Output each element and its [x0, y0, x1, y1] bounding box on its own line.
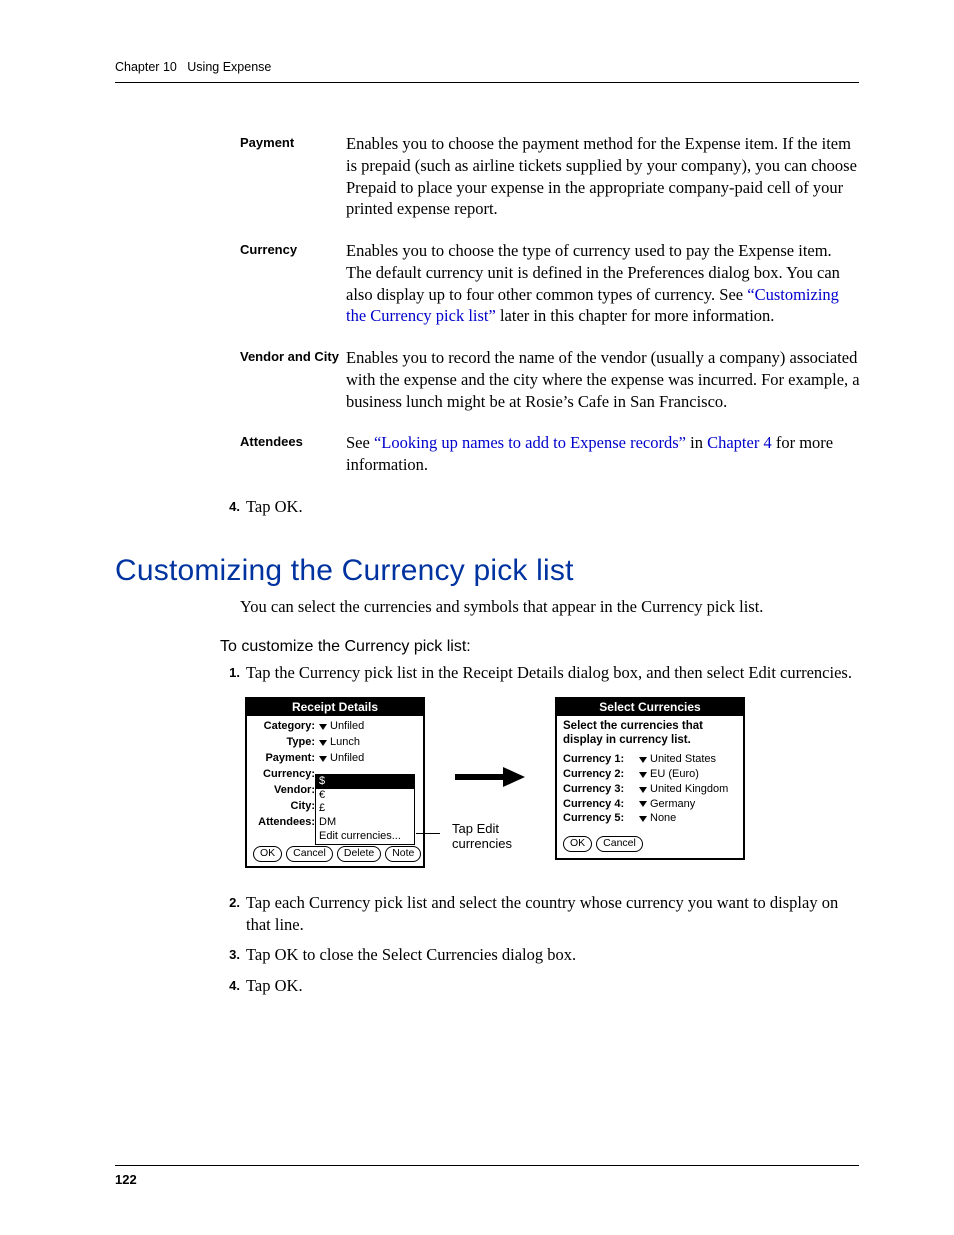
type-value: Lunch — [330, 736, 360, 750]
type-label: Type: — [253, 736, 317, 750]
definition-row: Attendees See “Looking up names to add t… — [240, 432, 860, 476]
step: 1. Tap the Currency pick list in the Rec… — [218, 662, 859, 684]
step-text: Tap OK. — [246, 496, 856, 518]
dropdown-option[interactable]: £ — [316, 802, 414, 816]
figure: Receipt Details Category: Unfiled Type: … — [245, 697, 859, 868]
procedure-title: To customize the Currency pick list: — [220, 638, 859, 656]
definition-row: Currency Enables you to choose the type … — [240, 240, 860, 327]
select-currencies-dialog: Select Currencies Select the currencies … — [555, 697, 745, 860]
currency-label: Currency 4: — [563, 798, 637, 812]
currency-value: Germany — [650, 798, 695, 812]
step-number: 1. — [218, 662, 246, 680]
field-row: Category: Unfiled — [253, 720, 417, 735]
chapter-title: Using Expense — [187, 60, 271, 74]
step-text: Tap OK to close the Select Currencies di… — [246, 944, 856, 966]
currency-label: Currency: — [253, 768, 317, 782]
step-text: Tap each Currency pick list and select t… — [246, 892, 856, 937]
dropdown-option[interactable]: € — [316, 789, 414, 803]
ok-button[interactable]: OK — [563, 836, 592, 852]
definition-row: Vendor and City Enables you to record th… — [240, 347, 860, 412]
step-number: 4. — [218, 975, 246, 993]
dropdown-option[interactable]: DM — [316, 816, 414, 830]
section-intro: You can select the currencies and symbol… — [240, 596, 855, 618]
dropdown-icon[interactable] — [319, 724, 327, 730]
receipt-details-dialog: Receipt Details Category: Unfiled Type: … — [245, 697, 425, 868]
def-desc-currency: Enables you to choose the type of curren… — [346, 240, 860, 327]
attendees-label: Attendees: — [253, 816, 317, 830]
currency-value: None — [650, 812, 676, 826]
def-desc-vendor-city: Enables you to record the name of the ve… — [346, 347, 860, 412]
dropdown-icon[interactable] — [319, 740, 327, 746]
dropdown-icon[interactable] — [639, 772, 647, 778]
caption-leader-line — [416, 833, 440, 834]
step-number: 2. — [218, 892, 246, 910]
currency-value: EU (Euro) — [650, 768, 699, 782]
dropdown-option[interactable]: $ — [316, 775, 414, 789]
field-row: Payment: Unfiled — [253, 752, 417, 767]
chapter-label: Chapter 10 — [115, 60, 177, 74]
currency-row: Currency 5: None — [563, 812, 737, 826]
currency-dropdown-open[interactable]: $ € £ DM Edit currencies... — [315, 774, 415, 845]
currency-label: Currency 2: — [563, 768, 637, 782]
dialog-title: Receipt Details — [247, 699, 423, 716]
dropdown-icon[interactable] — [639, 801, 647, 807]
definition-row: Payment Enables you to choose the paymen… — [240, 133, 860, 220]
step: 4. Tap OK. — [218, 975, 859, 997]
link-looking-up-names[interactable]: “Looking up names to add to Expense reco… — [374, 433, 686, 452]
def-desc-attendees: See “Looking up names to add to Expense … — [346, 432, 860, 476]
figure-caption: Tap Edit currencies — [452, 821, 542, 852]
running-head: Chapter 10 Using Expense — [115, 60, 859, 83]
cancel-button[interactable]: Cancel — [286, 846, 333, 862]
def-text: later in this chapter for more informati… — [496, 306, 775, 325]
def-desc-payment: Enables you to choose the payment method… — [346, 133, 860, 220]
dropdown-icon[interactable] — [319, 756, 327, 762]
dropdown-icon[interactable] — [639, 816, 647, 822]
definition-list: Payment Enables you to choose the paymen… — [240, 133, 860, 476]
dialog-title: Select Currencies — [557, 699, 743, 716]
currency-value: United States — [650, 753, 716, 767]
step-text: Tap OK. — [246, 975, 856, 997]
category-value: Unfiled — [330, 720, 364, 734]
city-label: City: — [253, 800, 317, 814]
step: 3. Tap OK to close the Select Currencies… — [218, 944, 859, 966]
cancel-button[interactable]: Cancel — [596, 836, 643, 852]
currency-row: Currency 4: Germany — [563, 798, 737, 812]
step-number: 4. — [218, 496, 246, 514]
select-instruction: Select the currencies that display in cu… — [563, 720, 737, 748]
delete-button[interactable]: Delete — [337, 846, 381, 862]
section-heading: Customizing the Currency pick list — [115, 554, 859, 588]
payment-value: Unfiled — [330, 752, 364, 766]
arrow-area: Tap Edit currencies — [425, 697, 555, 852]
step-number: 3. — [218, 944, 246, 962]
def-term-currency: Currency — [240, 240, 346, 327]
currency-row: Currency 1: United States — [563, 753, 737, 767]
def-term-vendor-city: Vendor and City — [240, 347, 346, 412]
page-number: 122 — [115, 1165, 859, 1187]
def-text: See — [346, 433, 374, 452]
def-term-payment: Payment — [240, 133, 346, 220]
step: 4. Tap OK. — [218, 496, 859, 518]
dropdown-option[interactable]: Edit currencies... — [316, 830, 414, 844]
currency-label: Currency 5: — [563, 812, 637, 826]
ok-button[interactable]: OK — [253, 846, 282, 862]
currency-row: Currency 2: EU (Euro) — [563, 768, 737, 782]
def-term-attendees: Attendees — [240, 432, 346, 476]
vendor-label: Vendor: — [253, 784, 317, 798]
dropdown-icon[interactable] — [639, 757, 647, 763]
link-chapter-4[interactable]: Chapter 4 — [707, 433, 772, 452]
field-row: Type: Lunch — [253, 736, 417, 751]
note-button[interactable]: Note — [385, 846, 421, 862]
step-text: Tap the Currency pick list in the Receip… — [246, 662, 856, 684]
dropdown-icon[interactable] — [639, 787, 647, 793]
currency-label: Currency 1: — [563, 753, 637, 767]
currency-label: Currency 3: — [563, 783, 637, 797]
step: 2. Tap each Currency pick list and selec… — [218, 892, 859, 937]
category-label: Category: — [253, 720, 317, 734]
arrow-icon — [455, 767, 525, 787]
currency-row: Currency 3: United Kingdom — [563, 783, 737, 797]
payment-label: Payment: — [253, 752, 317, 766]
currency-value: United Kingdom — [650, 783, 728, 797]
def-text: in — [686, 433, 707, 452]
